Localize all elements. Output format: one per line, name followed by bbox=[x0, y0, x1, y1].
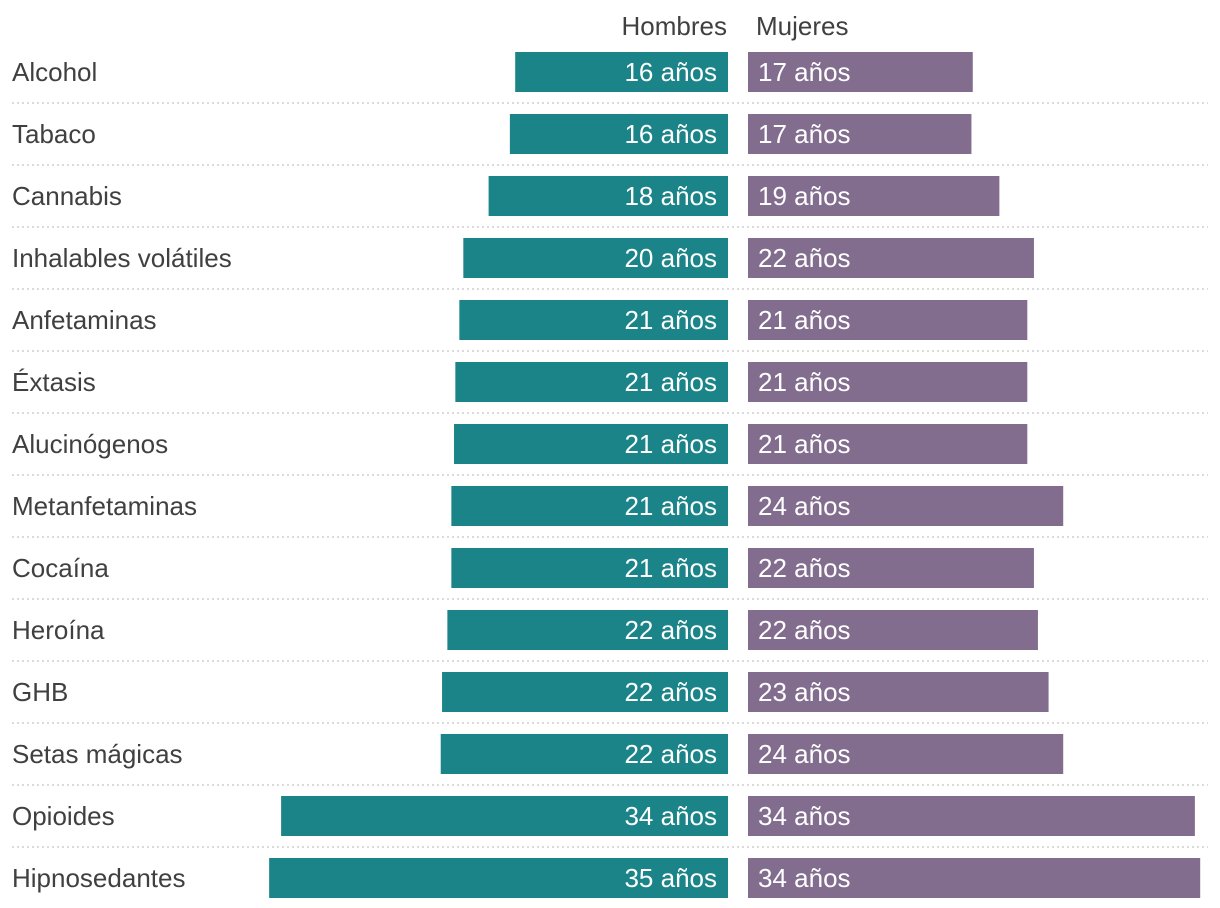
bar-mujeres-hipnosedantes bbox=[748, 858, 1201, 898]
data-label-hombres-alucinogenos: 21 años bbox=[624, 429, 717, 459]
bar-hombres-cocaina bbox=[451, 548, 728, 588]
bar-mujeres-opioides bbox=[748, 796, 1195, 836]
data-label-hombres-hipnosedantes: 35 años bbox=[624, 863, 717, 893]
bar-mujeres-metanfetaminas bbox=[748, 486, 1064, 526]
bar-hombres-tabaco bbox=[509, 114, 728, 154]
category-label-cocaina: Cocaína bbox=[12, 553, 109, 583]
bar-mujeres-cocaina bbox=[748, 548, 1034, 588]
data-label-mujeres-cannabis: 19 años bbox=[758, 181, 851, 211]
bar-mujeres-cannabis bbox=[748, 176, 1000, 216]
data-label-mujeres-alucinogenos: 21 años bbox=[758, 429, 851, 459]
bar-mujeres-tabaco bbox=[748, 114, 972, 154]
category-label-alucinogenos: Alucinógenos bbox=[12, 429, 168, 459]
bar-hombres-hipnosedantes bbox=[269, 858, 728, 898]
bar-hombres-heroina bbox=[447, 610, 728, 650]
bar-hombres-alcohol bbox=[515, 52, 728, 92]
data-label-mujeres-alcohol: 17 años bbox=[758, 57, 851, 87]
bar-mujeres-heroina bbox=[748, 610, 1038, 650]
chart-rows: Alcohol 16 años 17 años Tabaco 16 años 17 año… bbox=[12, 52, 1208, 898]
bar-hombres-ghb bbox=[442, 672, 728, 712]
bar-mujeres-anfetaminas bbox=[748, 300, 1028, 340]
data-label-hombres-setas-magicas: 22 años bbox=[624, 739, 717, 769]
data-label-hombres-opioides: 34 años bbox=[624, 801, 717, 831]
header-men: Hombres bbox=[622, 11, 727, 41]
data-label-hombres-cocaina: 21 años bbox=[624, 553, 717, 583]
category-label-ghb: GHB bbox=[12, 677, 68, 707]
data-label-hombres-metanfetaminas: 21 años bbox=[624, 491, 717, 521]
data-label-mujeres-anfetaminas: 21 años bbox=[758, 305, 851, 335]
data-label-mujeres-extasis: 21 años bbox=[758, 367, 851, 397]
data-label-hombres-tabaco: 16 años bbox=[624, 119, 717, 149]
category-label-heroina: Heroína bbox=[12, 615, 105, 645]
data-label-hombres-inhalables-volatiles: 20 años bbox=[624, 243, 717, 273]
bar-hombres-extasis bbox=[455, 362, 728, 402]
bar-hombres-alucinogenos bbox=[454, 424, 728, 464]
bar-hombres-metanfetaminas bbox=[451, 486, 728, 526]
category-label-anfetaminas: Anfetaminas bbox=[12, 305, 157, 335]
data-label-mujeres-metanfetaminas: 24 años bbox=[758, 491, 851, 521]
data-label-mujeres-hipnosedantes: 34 años bbox=[758, 863, 851, 893]
bar-hombres-anfetaminas bbox=[459, 300, 728, 340]
category-label-hipnosedantes: Hipnosedantes bbox=[12, 863, 185, 893]
category-label-inhalables-volatiles: Inhalables volátiles bbox=[12, 243, 232, 273]
bar-hombres-cannabis bbox=[488, 176, 728, 216]
bar-mujeres-alcohol bbox=[748, 52, 973, 92]
category-label-tabaco: Tabaco bbox=[12, 119, 96, 149]
bar-mujeres-extasis bbox=[748, 362, 1028, 402]
category-label-cannabis: Cannabis bbox=[12, 181, 122, 211]
category-label-opioides: Opioides bbox=[12, 801, 115, 831]
bar-mujeres-setas-magicas bbox=[748, 734, 1064, 774]
category-label-extasis: Éxtasis bbox=[12, 367, 96, 397]
data-label-hombres-alcohol: 16 años bbox=[624, 57, 717, 87]
bar-hombres-inhalables-volatiles bbox=[463, 238, 728, 278]
data-label-mujeres-ghb: 23 años bbox=[758, 677, 851, 707]
category-label-alcohol: Alcohol bbox=[12, 57, 97, 87]
bar-mujeres-alucinogenos bbox=[748, 424, 1028, 464]
data-label-hombres-anfetaminas: 21 años bbox=[624, 305, 717, 335]
data-label-mujeres-inhalables-volatiles: 22 años bbox=[758, 243, 851, 273]
data-label-mujeres-opioides: 34 años bbox=[758, 801, 851, 831]
data-label-hombres-ghb: 22 años bbox=[624, 677, 717, 707]
data-label-mujeres-setas-magicas: 24 años bbox=[758, 739, 851, 769]
bar-hombres-setas-magicas bbox=[440, 734, 728, 774]
data-label-mujeres-cocaina: 22 años bbox=[758, 553, 851, 583]
data-label-hombres-cannabis: 18 años bbox=[624, 181, 717, 211]
data-label-hombres-extasis: 21 años bbox=[624, 367, 717, 397]
category-label-metanfetaminas: Metanfetaminas bbox=[12, 491, 197, 521]
bar-mujeres-inhalables-volatiles bbox=[748, 238, 1034, 278]
bar-mujeres-ghb bbox=[748, 672, 1049, 712]
data-label-mujeres-tabaco: 17 años bbox=[758, 119, 851, 149]
bar-hombres-opioides bbox=[281, 796, 728, 836]
category-label-setas-magicas: Setas mágicas bbox=[12, 739, 183, 769]
header-women: Mujeres bbox=[756, 11, 848, 41]
data-label-hombres-heroina: 22 años bbox=[624, 615, 717, 645]
data-label-mujeres-heroina: 22 años bbox=[758, 615, 851, 645]
